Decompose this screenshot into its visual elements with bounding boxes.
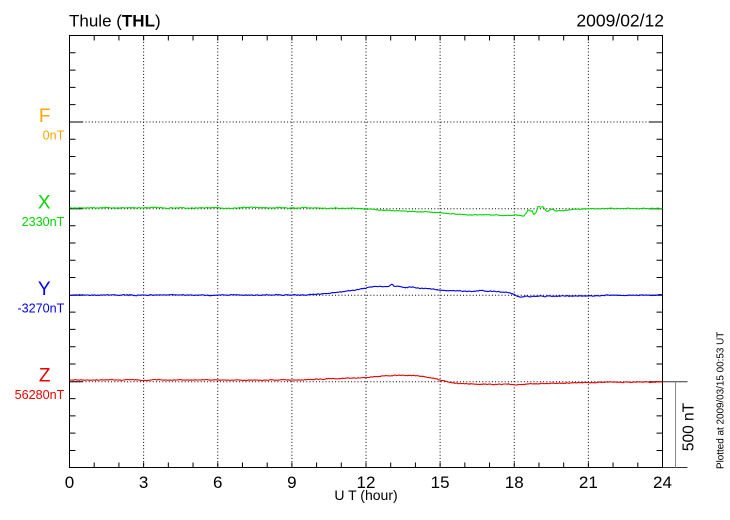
svg-text:500 nT: 500 nT: [681, 402, 698, 451]
svg-text:-3270nT: -3270nT: [17, 302, 64, 316]
svg-text:2330nT: 2330nT: [22, 215, 65, 229]
svg-text:F: F: [39, 106, 51, 127]
svg-text:Z: Z: [39, 366, 51, 387]
svg-text:56280nT: 56280nT: [15, 388, 65, 402]
svg-text:0nT: 0nT: [43, 129, 65, 143]
svg-text:12: 12: [357, 473, 376, 492]
svg-text:2009/02/12: 2009/02/12: [576, 10, 664, 30]
svg-text:3: 3: [139, 473, 148, 492]
svg-text:21: 21: [579, 473, 598, 492]
svg-text:9: 9: [287, 473, 296, 492]
svg-text:Plotted at 2009/03/15 00:53 UT: Plotted at 2009/03/15 00:53 UT: [716, 332, 727, 469]
svg-text:0: 0: [65, 473, 74, 492]
svg-text:Thule (THL): Thule (THL): [69, 11, 161, 30]
svg-text:Y: Y: [38, 279, 51, 300]
svg-text:18: 18: [505, 473, 524, 492]
svg-text:24: 24: [653, 473, 672, 492]
svg-text:X: X: [38, 193, 51, 214]
svg-text:15: 15: [431, 473, 450, 492]
svg-text:6: 6: [213, 473, 222, 492]
svg-text:U T (hour): U T (hour): [334, 487, 397, 503]
